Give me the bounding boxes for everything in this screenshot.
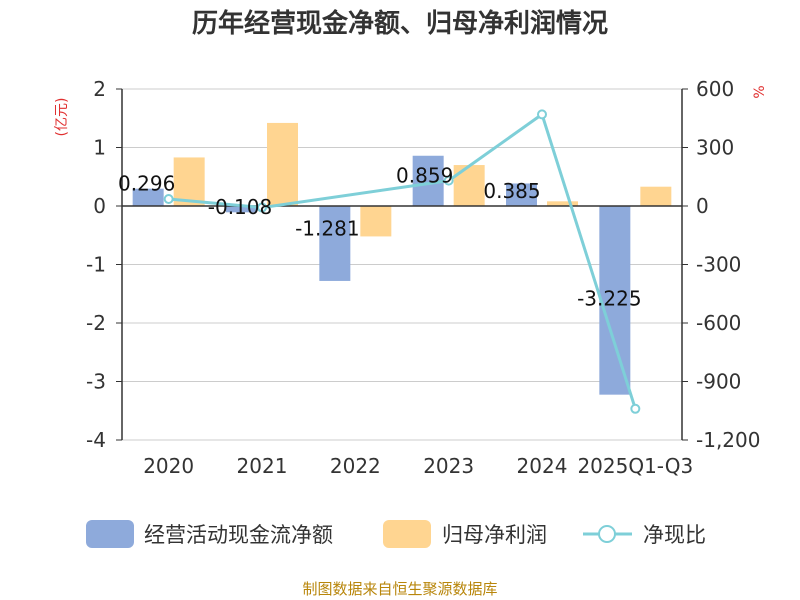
left-axis-tick-label: -2 (86, 311, 106, 335)
chart-title: 历年经营现金净额、归母净利润情况 (192, 8, 608, 39)
bar-net-profit (547, 201, 578, 206)
legend-label-cash-flow: 经营活动现金流净额 (144, 523, 333, 547)
bar-cash-flow (319, 206, 351, 281)
bar-net-profit (453, 165, 485, 206)
left-axis-tick-label: 0 (93, 194, 106, 218)
right-axis-tick-label: -300 (696, 253, 741, 277)
bar-cash-flow (506, 183, 537, 206)
ratio-line-path (168, 111, 637, 410)
right-axis-tick-label: 600 (696, 77, 734, 101)
cash-flow-data-label: 0.859 (396, 164, 453, 188)
left-axis-tick-label: -1 (86, 253, 106, 277)
bars (132, 122, 672, 395)
source-note: 制图数据来自恒生聚源数据库 (302, 580, 497, 598)
right-axis-tick-label: -900 (696, 370, 741, 394)
x-axis-tick-label: 2020 (143, 454, 194, 478)
legend: 经营活动现金流净额 归母净利润 净现比 (86, 520, 706, 548)
ratio-line (163, 109, 641, 414)
bar-net-profit (360, 206, 392, 237)
bar-net-profit (267, 122, 298, 206)
bar-net-profit (173, 157, 205, 206)
ratio-point (257, 202, 267, 213)
cash-flow-data-label: 0.385 (483, 179, 540, 203)
left-axis-unit: (亿元) (54, 98, 70, 137)
cash-flow-data-label: 0.296 (118, 172, 175, 196)
cash-flow-data-label: -3.225 (577, 286, 641, 310)
legend-label-net-profit: 归母净利润 (442, 523, 547, 547)
left-axis-tick-label: 2 (93, 77, 106, 101)
left-axis-tick-label: -3 (86, 370, 106, 394)
x-axis-tick-label: 2021 (237, 454, 288, 478)
axes: 2 600 1 300 0 0 -1 -300 -2 -600 -3 -900 -4 -1,200 2020… (86, 77, 760, 478)
bar-cash-flow (132, 188, 164, 206)
ratio-point (443, 175, 454, 186)
x-axis-tick-label: 2025Q1-Q3 (577, 454, 693, 478)
ratio-point (163, 193, 174, 204)
legend-swatch-ratio-marker (598, 525, 616, 543)
left-axis-tick-label: 1 (93, 136, 106, 160)
bar-cash-flow (599, 206, 631, 395)
right-axis-tick-label: -1,200 (696, 428, 760, 452)
cash-flow-data-label: -1.281 (295, 216, 359, 240)
x-axis-tick-label: 2022 (330, 454, 381, 478)
x-axis-tick-label: 2024 (517, 454, 568, 478)
right-axis-tick-label: 300 (696, 136, 734, 160)
data-labels: 0.296 -0.108 -1.281 0.859 0.385 -3.225 (118, 164, 642, 311)
bar-cash-flow (226, 206, 257, 213)
ratio-point (630, 403, 641, 414)
right-axis-tick-label: -600 (696, 311, 741, 335)
right-axis-tick-label: 0 (696, 194, 709, 218)
bar-net-profit (640, 186, 672, 206)
grid (122, 88, 682, 441)
cash-flow-data-label: -0.108 (208, 195, 272, 219)
legend-swatch-net-profit (383, 520, 431, 548)
legend-swatch-cash-flow (86, 520, 134, 548)
ratio-point (537, 109, 547, 120)
legend-label-ratio: 净现比 (643, 523, 706, 547)
left-axis-tick-label: -4 (86, 428, 106, 452)
x-axis-tick-label: 2023 (423, 454, 474, 478)
right-axis-unit: % (752, 85, 768, 98)
